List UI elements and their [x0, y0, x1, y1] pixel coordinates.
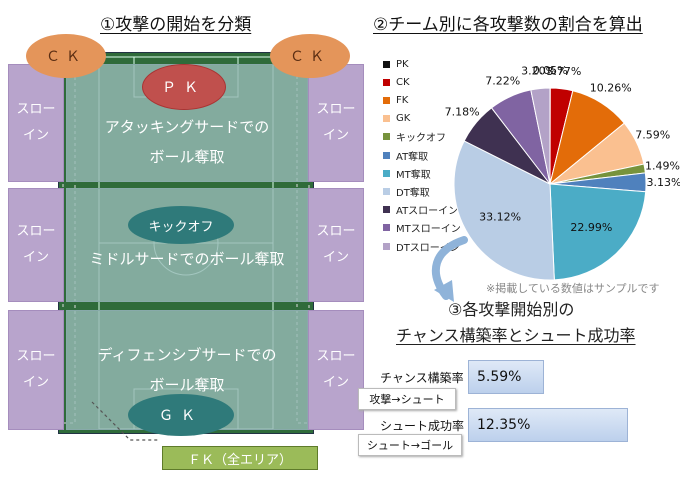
legend-item: MT奪取	[383, 167, 431, 181]
right-title: ②チーム別に各攻撃数の割合を算出	[373, 15, 643, 35]
legend-label: AT奪取	[396, 151, 429, 163]
legend-swatch	[383, 133, 390, 141]
left-title: ①攻撃の開始を分類	[100, 15, 252, 35]
chance-rate-label: チャンス構築率	[380, 371, 464, 385]
legend-label: CK	[396, 76, 410, 88]
legend-item: DTスローイン	[383, 240, 460, 254]
legend-item: MTスローイン	[383, 222, 461, 236]
legend-swatch	[383, 60, 390, 68]
legend-swatch	[383, 206, 390, 214]
pie-data-label: 7.59%	[635, 129, 670, 142]
attack-to-shot-box: 攻撃→シュート	[358, 388, 456, 410]
defensive-zone-label: ディフェンシブサードでの ボール奪取	[97, 346, 277, 394]
middle-third-zone	[66, 188, 308, 302]
pie-chart: 0.05%3.77% 10.26% 7.59% 1.49% 3.13% 22.99% 33.…	[445, 64, 680, 281]
legend-item: キックオフ	[383, 131, 446, 145]
pie-data-label: 3.20%	[521, 65, 556, 78]
chance-rate-value: 5.59%	[468, 360, 544, 394]
pie-slice	[549, 183, 647, 281]
legend-label: MT奪取	[396, 169, 431, 181]
pie-data-label: 33.12%	[479, 210, 521, 223]
sample-note: ※掲載している数値はサンプルです	[486, 282, 660, 295]
pie-data-label: 22.99%	[570, 221, 612, 234]
fk-all-area-box: ＦＫ（全エリア）	[162, 446, 318, 470]
ck-right-oval: ＣＫ	[270, 34, 350, 78]
legend-swatch	[383, 242, 390, 250]
legend-swatch	[383, 115, 390, 123]
gk-oval: ＧＫ	[128, 394, 234, 436]
legend-label: MTスローイン	[396, 224, 461, 236]
kickoff-oval: キックオフ	[128, 206, 234, 244]
throw-in-left-middle: スロー イン	[8, 188, 64, 302]
curved-arrow-icon	[431, 236, 468, 302]
pie-data-label: 3.13%	[647, 176, 680, 189]
legend-label: PK	[396, 58, 409, 70]
legend-item: AT奪取	[383, 149, 429, 163]
section3-title: ③各攻撃開始別の	[448, 300, 575, 319]
fk-connector-line	[91, 401, 160, 441]
throw-in-right-attack: スロー イン	[308, 64, 364, 182]
legend-item: GK	[383, 113, 410, 125]
legend-item: ATスローイン	[383, 204, 459, 218]
legend-item: CK	[383, 76, 410, 88]
legend-item: PK	[383, 58, 409, 70]
legend-label: DTスローイン	[396, 242, 460, 254]
ck-left-oval: ＣＫ	[26, 34, 106, 78]
pie-data-label: 10.26%	[590, 82, 632, 95]
legend-swatch	[383, 169, 390, 177]
legend-label: FK	[396, 94, 409, 106]
throw-in-right-defense: スロー イン	[308, 310, 364, 430]
pie-slice	[453, 140, 555, 281]
attacking-zone-label: アタッキングサードでの ボール奪取	[104, 118, 270, 166]
pie-slice	[530, 87, 551, 185]
shot-success-value: 12.35%	[468, 408, 628, 442]
legend-label: GK	[396, 113, 411, 125]
shot-to-goal-box: シュート→ゴール	[358, 434, 462, 456]
legend-swatch	[383, 187, 390, 195]
pie-data-label: 1.49%	[645, 160, 680, 173]
legend-swatch	[383, 78, 390, 86]
middle-zone-label: ミドルサードでのボール奪取	[89, 250, 285, 268]
pie-data-label: 3.77%	[546, 65, 581, 78]
shot-success-label: シュート成功率	[380, 419, 465, 433]
throw-in-right-middle: スロー イン	[308, 188, 364, 302]
pk-oval: ＰＫ	[142, 64, 226, 110]
legend-item: FK	[383, 94, 408, 106]
legend-item: DT奪取	[383, 185, 430, 199]
pie-data-label: 7.22%	[485, 74, 520, 87]
legend-swatch	[383, 224, 390, 232]
legend-label: キックオフ	[396, 133, 446, 145]
legend-label: ATスローイン	[396, 206, 459, 218]
legend-swatch	[383, 96, 390, 104]
legend-label: DT奪取	[396, 187, 430, 199]
pie-data-label: 0.05%	[533, 64, 568, 77]
section3-subtitle: チャンス構築率とシュート成功率	[396, 326, 636, 345]
pie-data-label: 7.18%	[445, 105, 480, 118]
throw-in-left-attack: スロー イン	[8, 64, 64, 182]
throw-in-left-defense: スロー イン	[8, 310, 64, 430]
legend-swatch	[383, 151, 390, 159]
